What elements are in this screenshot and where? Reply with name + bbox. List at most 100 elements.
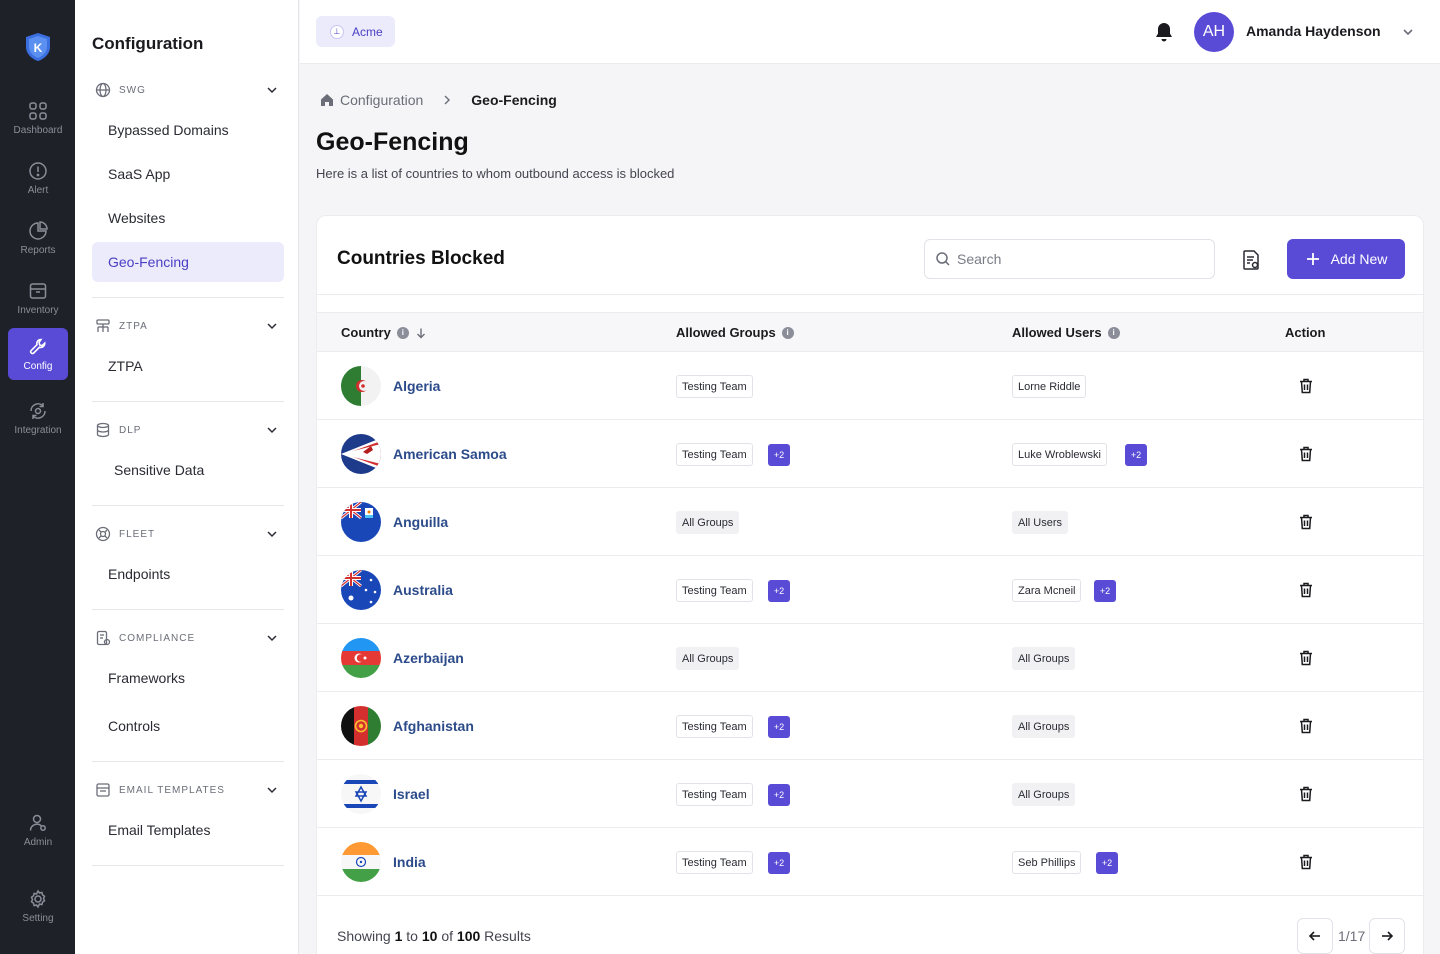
- app-logo-icon[interactable]: K: [24, 32, 52, 62]
- country-name[interactable]: Anguilla: [393, 514, 449, 530]
- country-name[interactable]: Israel: [393, 786, 430, 802]
- group-chip: All Groups: [676, 511, 740, 534]
- section-fleet[interactable]: FLEET: [95, 524, 279, 544]
- more-users-badge[interactable]: +2: [1125, 444, 1147, 466]
- more-groups-badge[interactable]: +2: [768, 716, 790, 738]
- country-name[interactable]: American Samoa: [393, 446, 507, 462]
- avatar[interactable]: AH: [1194, 12, 1234, 52]
- results-summary: Showing 1 to 10 of 100 Results: [337, 928, 531, 944]
- pie-chart-icon: [29, 220, 48, 240]
- rail-inventory[interactable]: Inventory: [8, 272, 68, 324]
- nav-email-templates[interactable]: Email Templates: [108, 822, 211, 838]
- nav-ztpa[interactable]: ZTPA: [108, 358, 143, 374]
- rail-label: Dashboard: [13, 124, 63, 136]
- rail-dashboard[interactable]: Dashboard: [8, 92, 68, 144]
- chevron-down-icon[interactable]: [265, 631, 279, 645]
- israel-flag-icon: [341, 774, 381, 814]
- fleet-icon: [95, 526, 111, 542]
- country-name[interactable]: Australia: [393, 582, 453, 598]
- col-action-label: Action: [1285, 325, 1326, 340]
- page-subtitle: Here is a list of countries to whom outb…: [316, 166, 675, 181]
- section-label: EMAIL TEMPLATES: [119, 784, 225, 796]
- country-name[interactable]: Algeria: [393, 378, 441, 394]
- chevron-down-icon[interactable]: [265, 783, 279, 797]
- group-chip: Testing Team: [676, 375, 753, 398]
- section-label: FLEET: [119, 528, 156, 540]
- trash-icon[interactable]: [1297, 445, 1315, 463]
- export-report-icon[interactable]: [1239, 248, 1263, 272]
- search-input[interactable]: [957, 251, 1197, 267]
- col-users: Allowed Users i: [1012, 325, 1120, 340]
- rail-label: Integration: [14, 424, 62, 436]
- trash-icon[interactable]: [1297, 785, 1315, 803]
- section-ztpa[interactable]: ZTPA: [95, 316, 279, 336]
- table-row: Australia Testing Team +2 Zara Mcneil +2: [317, 556, 1423, 624]
- prev-page-button[interactable]: [1297, 918, 1333, 954]
- more-users-badge[interactable]: +2: [1096, 852, 1118, 874]
- nav-endpoints[interactable]: Endpoints: [108, 566, 171, 582]
- chevron-right-icon: [444, 95, 451, 105]
- trash-icon[interactable]: [1297, 649, 1315, 667]
- country-name[interactable]: Azerbaijan: [393, 650, 464, 666]
- section-swg[interactable]: SWG: [95, 80, 279, 100]
- col-groups: Allowed Groups i: [676, 325, 794, 340]
- home-icon[interactable]: [320, 93, 334, 107]
- showing-label: Showing: [337, 928, 391, 944]
- rail-reports[interactable]: Reports: [8, 212, 68, 264]
- rail-alert[interactable]: Alert: [8, 152, 68, 204]
- bell-icon[interactable]: [1152, 20, 1176, 44]
- trash-icon[interactable]: [1297, 581, 1315, 599]
- divider: [92, 761, 284, 762]
- divider: [92, 505, 284, 506]
- trash-icon[interactable]: [1297, 513, 1315, 531]
- add-new-button[interactable]: Add New: [1287, 239, 1405, 279]
- info-icon[interactable]: i: [396, 326, 409, 339]
- sort-down-icon[interactable]: [415, 327, 427, 339]
- more-groups-badge[interactable]: +2: [768, 852, 790, 874]
- section-compliance[interactable]: COMPLIANCE: [95, 628, 279, 648]
- info-icon[interactable]: i: [781, 326, 794, 339]
- chevron-down-icon[interactable]: [265, 423, 279, 437]
- nav-frameworks[interactable]: Frameworks: [108, 670, 186, 686]
- chevron-down-icon[interactable]: [265, 527, 279, 541]
- rail-label: Inventory: [17, 304, 59, 316]
- trash-icon[interactable]: [1297, 377, 1315, 395]
- chevron-down-icon[interactable]: [265, 83, 279, 97]
- section-email-templates[interactable]: EMAIL TEMPLATES: [95, 780, 279, 800]
- info-icon[interactable]: i: [1107, 326, 1120, 339]
- results-label: Results: [484, 928, 531, 944]
- azerbaijan-flag-icon: [341, 638, 381, 678]
- nav-bypassed-domains[interactable]: Bypassed Domains: [108, 122, 229, 138]
- country-name[interactable]: India: [393, 854, 426, 870]
- section-dlp[interactable]: DLP: [95, 420, 279, 440]
- breadcrumb-parent[interactable]: Configuration: [340, 92, 424, 108]
- group-chip: Testing Team: [676, 579, 753, 602]
- nav-controls[interactable]: Controls: [108, 718, 161, 734]
- col-country[interactable]: Country i: [341, 325, 427, 340]
- more-groups-badge[interactable]: +2: [768, 784, 790, 806]
- org-switcher[interactable]: ⊥ Acme: [316, 16, 395, 47]
- rail-setting[interactable]: Setting: [8, 880, 68, 932]
- divider: [92, 401, 284, 402]
- more-users-badge[interactable]: +2: [1094, 580, 1116, 602]
- chevron-down-icon[interactable]: [265, 319, 279, 333]
- nav-sensitive-data[interactable]: Sensitive Data: [114, 462, 205, 478]
- rail-label: Config: [23, 360, 53, 372]
- country-name[interactable]: Afghanistan: [393, 718, 474, 734]
- user-chip: All Groups: [1012, 647, 1076, 670]
- nav-saas-app[interactable]: SaaS App: [108, 166, 171, 182]
- trash-icon[interactable]: [1297, 853, 1315, 871]
- col-users-label: Allowed Users: [1012, 325, 1102, 340]
- nav-geo-fencing[interactable]: Geo-Fencing: [92, 242, 284, 282]
- next-page-button[interactable]: [1369, 918, 1405, 954]
- alert-icon: [29, 161, 47, 180]
- more-groups-badge[interactable]: +2: [768, 580, 790, 602]
- rail-config[interactable]: Config: [8, 328, 68, 380]
- more-groups-badge[interactable]: +2: [768, 444, 790, 466]
- rail-integration[interactable]: Integration: [8, 392, 68, 444]
- chevron-down-icon[interactable]: [1400, 24, 1416, 40]
- nav-websites[interactable]: Websites: [108, 210, 166, 226]
- rail-admin[interactable]: Admin: [8, 804, 68, 856]
- trash-icon[interactable]: [1297, 717, 1315, 735]
- user-name[interactable]: Amanda Haydenson: [1246, 23, 1381, 39]
